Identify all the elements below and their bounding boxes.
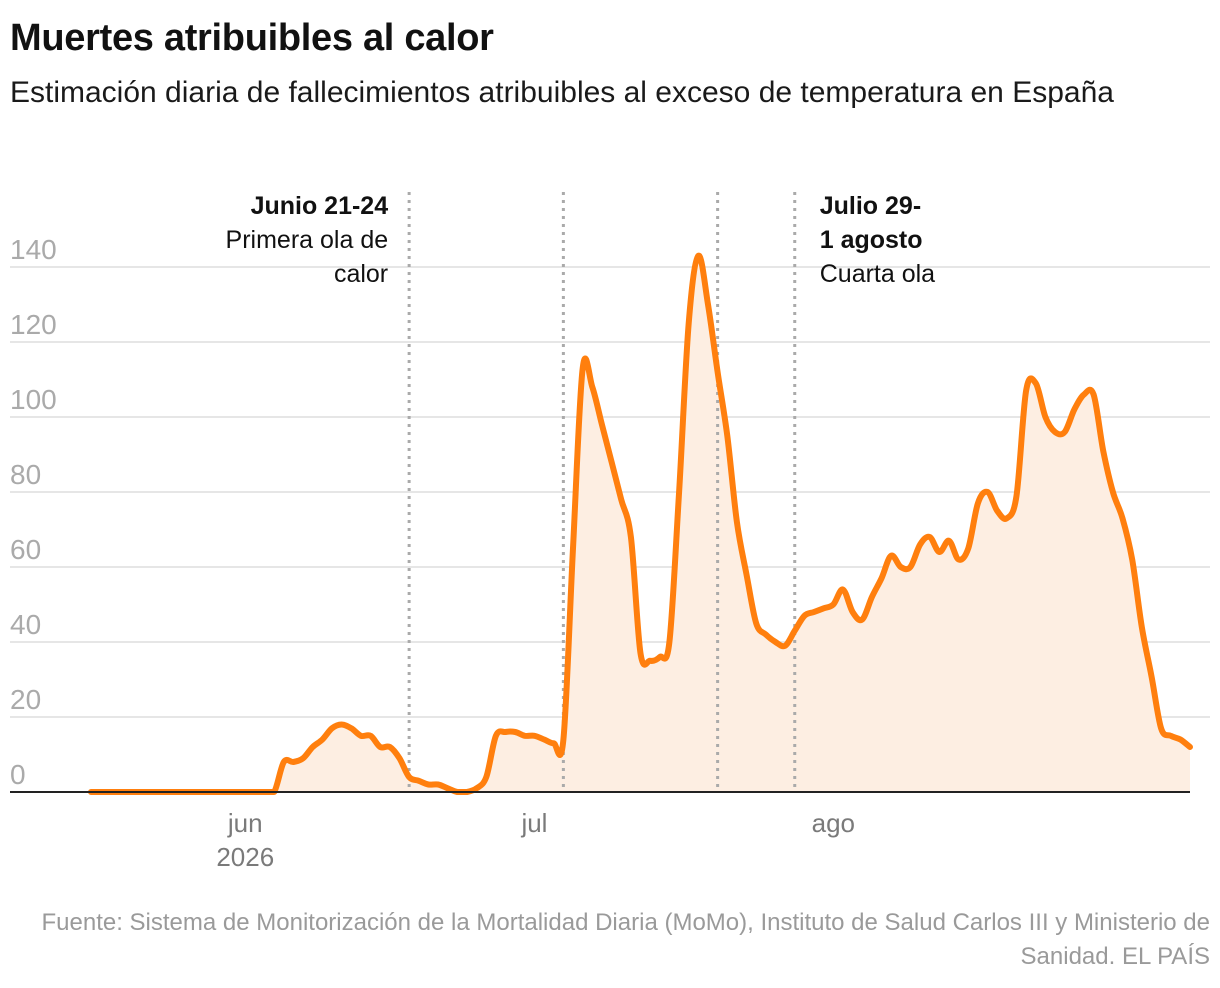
y-axis-ticks: 0 20 40 60 80 100 120 140 <box>10 234 57 790</box>
x-tick-sublabel-2026: 2026 <box>216 842 274 872</box>
annotation-text-1-2: calor <box>334 260 388 288</box>
chart-title: Muertes atribuibles al calor <box>10 17 494 59</box>
x-tick-label-jun: jun <box>227 808 263 838</box>
chart: 0 20 40 60 80 100 120 140 jun 2026 jul ago Junio 2… <box>10 192 1210 872</box>
y-tick-label-20: 20 <box>10 684 41 715</box>
source-note: Fuente: Sistema de Monitorización de la … <box>41 909 1210 970</box>
y-tick-label-140: 140 <box>10 234 57 265</box>
y-tick-label-60: 60 <box>10 534 41 565</box>
annotation-title-4-2: 1 agosto <box>820 226 923 254</box>
annotation-text-1-1: Primera ola de <box>226 226 389 254</box>
annotations: Junio 21-24 Primera ola de calor Julio 29- 1… <box>226 192 936 288</box>
y-tick-label-120: 120 <box>10 309 57 340</box>
annotation-text-4-1: Cuarta ola <box>820 260 935 288</box>
y-tick-label-40: 40 <box>10 609 41 640</box>
deaths-line <box>88 252 1193 796</box>
annotation-title-4-1: Julio 29- <box>820 192 921 220</box>
deaths-area <box>91 255 1190 793</box>
annotation-title-1-1: Junio 21-24 <box>251 192 389 220</box>
x-tick-label-jul: jul <box>520 808 547 838</box>
x-axis-ticks: jun 2026 jul ago <box>216 808 855 872</box>
y-tick-label-0: 0 <box>10 759 26 790</box>
y-tick-label-100: 100 <box>10 384 57 415</box>
x-tick-label-ago: ago <box>812 808 855 838</box>
y-tick-label-80: 80 <box>10 459 41 490</box>
chart-subtitle: Estimación diaria de fallecimientos atri… <box>10 76 1114 109</box>
